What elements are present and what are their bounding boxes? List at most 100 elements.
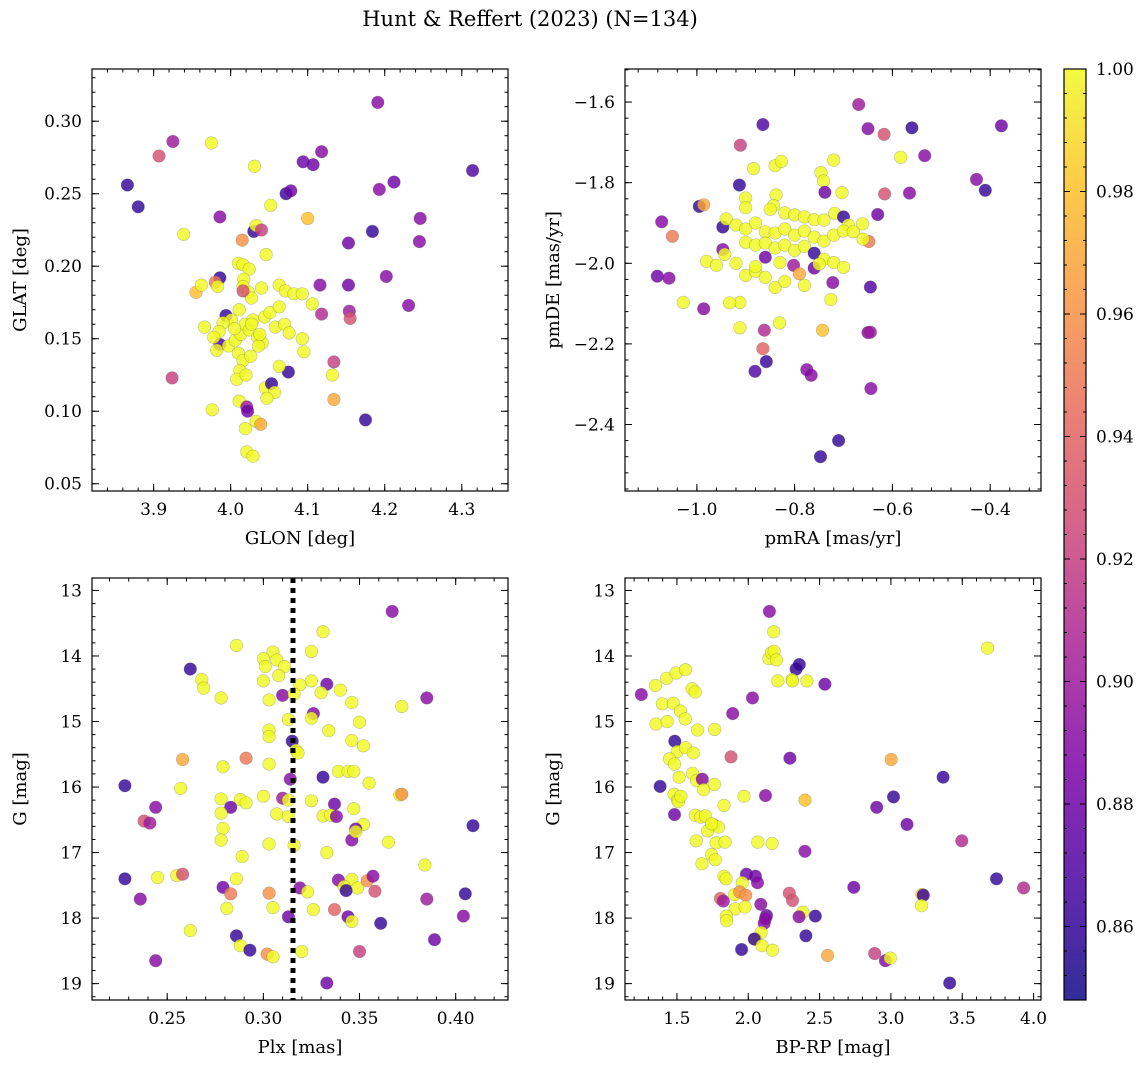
data-point xyxy=(239,368,253,382)
data-point xyxy=(214,833,228,847)
data-point xyxy=(466,163,480,178)
data-point xyxy=(688,685,702,699)
data-point xyxy=(241,404,255,418)
colorbar-tick-label: 0.88 xyxy=(1096,795,1134,815)
data-point xyxy=(804,368,818,382)
data-point xyxy=(732,178,747,192)
panel-bprp-g: 1.5 2.0 2.5 3.0 3.5 4.0 13 14 15 16 17 18 19 BP-RP [m… xyxy=(543,577,1047,1058)
data-point xyxy=(649,717,663,731)
data-point xyxy=(771,674,785,688)
points-pmra-pmde xyxy=(650,97,1009,464)
data-point xyxy=(667,807,682,822)
data-point xyxy=(315,145,329,159)
data-point xyxy=(989,872,1004,886)
data-point xyxy=(253,327,267,342)
panel-plx-g: 0.25 0.30 0.35 0.40 13 14 15 16 17 18 19 Plx [mas] G… xyxy=(10,577,509,1058)
data-point xyxy=(769,653,784,667)
y-axis-label: GLAT [deg] xyxy=(10,228,31,332)
data-point xyxy=(365,224,380,238)
data-point xyxy=(799,929,813,943)
y-axis-label: pmDE [mas/yr] xyxy=(543,211,564,349)
x-tick-label: 2.0 xyxy=(735,1009,762,1029)
data-point xyxy=(773,255,787,270)
data-point xyxy=(165,371,179,385)
y-axis-label: G [mag] xyxy=(10,752,31,825)
data-point xyxy=(313,278,327,292)
data-point xyxy=(213,210,227,224)
data-point xyxy=(281,365,296,379)
data-point xyxy=(418,858,432,872)
data-point xyxy=(785,674,800,688)
data-point xyxy=(262,693,276,707)
data-point xyxy=(247,159,262,173)
data-point xyxy=(758,788,773,803)
panels: 3.9 4.0 4.1 4.2 4.3 0.05 0.10 0.15 0.20 0.25 0.30 G… xyxy=(10,68,1047,1058)
y-tick-label: −1.8 xyxy=(574,174,615,194)
data-point xyxy=(152,149,166,163)
data-point xyxy=(718,835,732,849)
data-point xyxy=(368,884,382,898)
data-point xyxy=(214,691,228,705)
data-point xyxy=(306,902,321,917)
data-point xyxy=(374,916,388,930)
data-point xyxy=(327,393,341,407)
data-point xyxy=(808,909,822,923)
data-point xyxy=(778,238,792,252)
data-point xyxy=(343,311,357,326)
data-point xyxy=(763,202,777,216)
data-point xyxy=(955,834,969,848)
y-tick-label: 18 xyxy=(593,909,615,929)
data-point xyxy=(207,330,221,344)
data-point xyxy=(807,246,821,260)
data-point xyxy=(767,625,781,639)
data-point xyxy=(272,359,286,373)
data-point xyxy=(420,691,434,705)
x-axis-label: GLON [deg] xyxy=(245,528,355,549)
data-point xyxy=(792,267,807,281)
data-point xyxy=(347,764,361,778)
data-point xyxy=(118,872,132,886)
data-point xyxy=(768,280,782,295)
points-plx-g xyxy=(118,604,480,990)
data-point xyxy=(227,322,242,336)
data-point xyxy=(385,604,399,619)
data-point xyxy=(325,368,340,382)
x-tick-label: −0.8 xyxy=(774,500,815,520)
data-point xyxy=(884,752,898,767)
data-point xyxy=(765,836,779,851)
data-point xyxy=(733,138,748,152)
data-point xyxy=(214,806,228,820)
y-tick-label: 15 xyxy=(60,713,82,733)
data-point xyxy=(316,770,330,784)
data-point xyxy=(817,213,831,227)
data-point xyxy=(969,172,984,186)
data-point xyxy=(812,257,826,271)
data-point xyxy=(131,200,145,214)
axes-frame xyxy=(91,68,509,492)
data-point xyxy=(272,300,286,314)
data-point xyxy=(301,885,315,899)
data-point xyxy=(902,186,917,200)
data-point xyxy=(229,872,243,886)
data-point xyxy=(229,638,243,653)
data-point xyxy=(847,880,861,894)
data-point xyxy=(197,681,211,695)
data-point xyxy=(239,751,253,765)
x-tick-label: 0.40 xyxy=(437,1009,475,1029)
data-point xyxy=(855,217,870,231)
data-point xyxy=(717,798,731,813)
y-tick-label: 0.05 xyxy=(44,475,82,495)
data-point xyxy=(724,750,738,764)
data-point xyxy=(831,434,846,448)
data-point xyxy=(262,729,276,744)
data-point xyxy=(327,355,341,369)
data-point xyxy=(120,178,134,192)
data-point xyxy=(719,914,734,928)
data-point xyxy=(402,298,416,313)
data-point xyxy=(745,691,760,705)
data-point xyxy=(772,316,787,330)
data-point xyxy=(254,417,268,431)
data-point xyxy=(272,668,286,683)
x-tick-label: 3.0 xyxy=(877,1009,904,1029)
data-point xyxy=(672,770,686,784)
